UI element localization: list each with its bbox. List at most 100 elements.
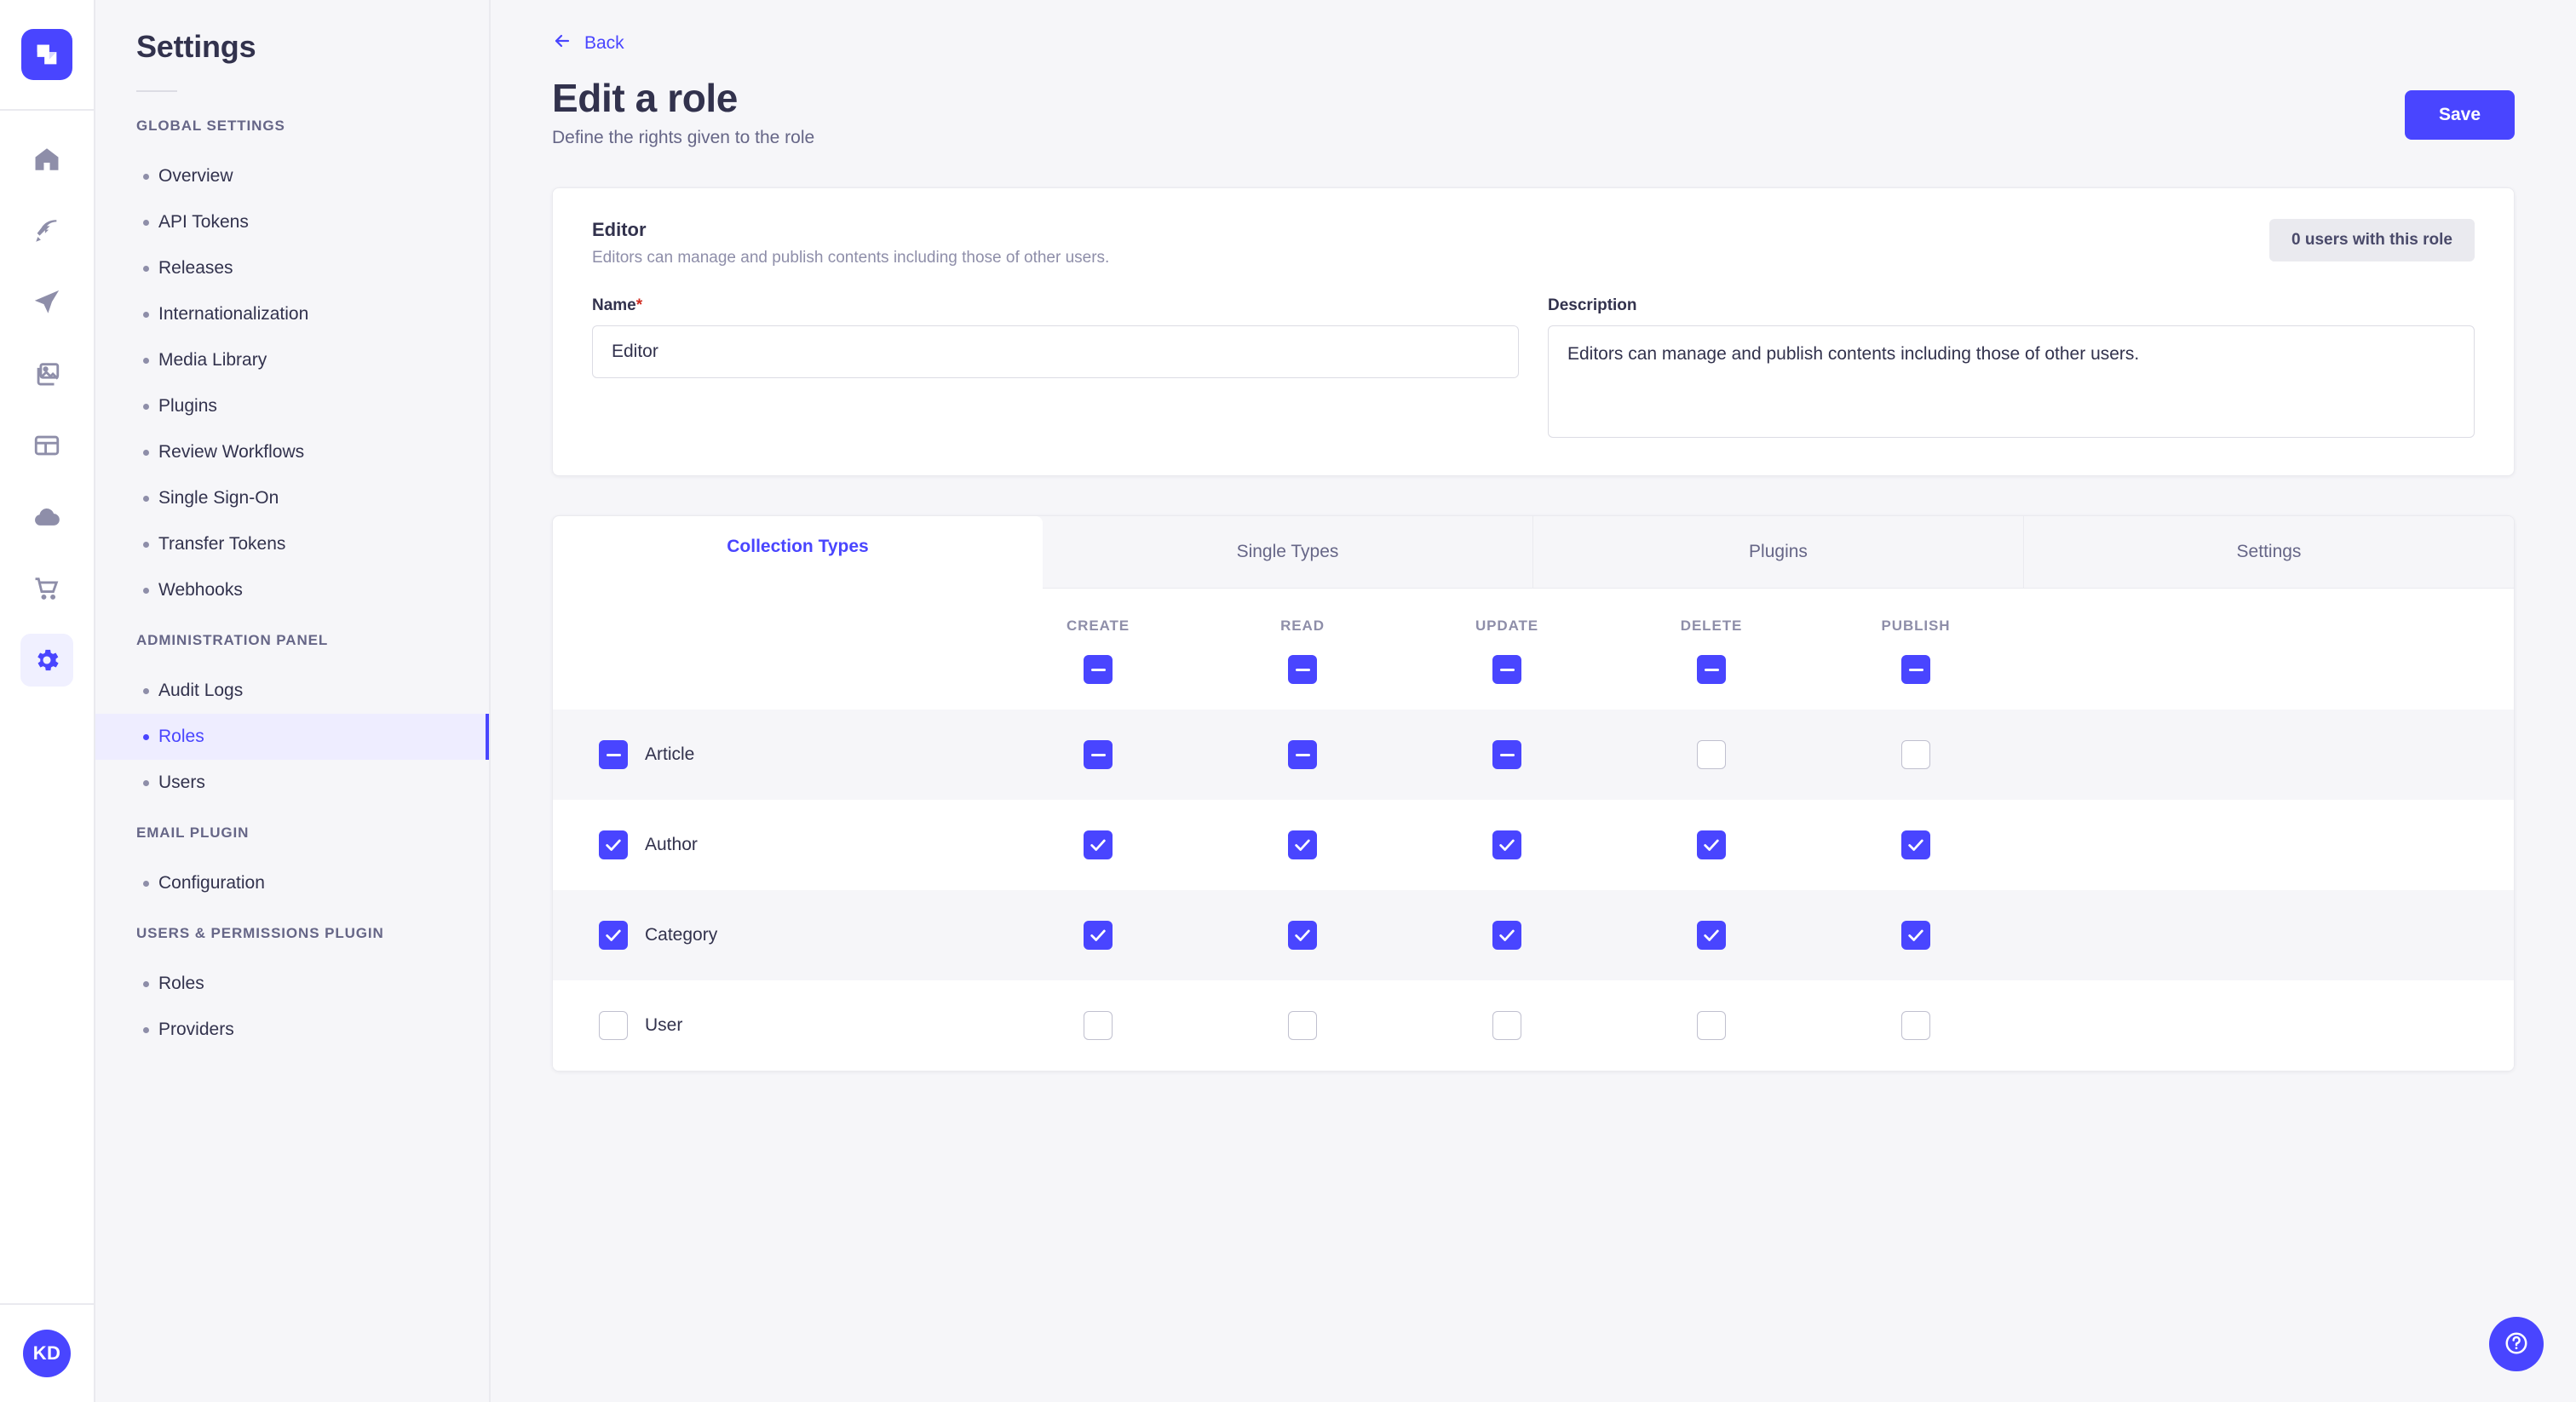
page-title: Edit a role (552, 76, 738, 120)
sidebar-item-plugins[interactable]: Plugins (95, 383, 489, 429)
checkbox-article-update[interactable] (1492, 740, 1521, 770)
cell-article-publish (1814, 740, 2018, 770)
tab-collection-types[interactable]: Collection Types (553, 516, 1043, 589)
question-circle-icon (2504, 1330, 2529, 1359)
cell-category-create (996, 921, 1200, 951)
paper-plane-icon (32, 288, 61, 317)
checkbox-author-create[interactable] (1084, 830, 1113, 860)
rail-item-media-library[interactable] (20, 348, 73, 400)
strapi-logo-icon[interactable] (21, 29, 72, 80)
check-icon (1908, 839, 1923, 852)
checkbox-row-category[interactable] (599, 921, 628, 951)
sidebar-item-single-sign-on[interactable]: Single Sign-On (95, 475, 489, 521)
checkbox-author-delete[interactable] (1697, 830, 1726, 860)
checkbox-category-publish[interactable] (1901, 921, 1930, 951)
sidebar-item-transfer-tokens[interactable]: Transfer Tokens (95, 521, 489, 567)
sidebar-item-media-library[interactable]: Media Library (95, 337, 489, 383)
sidebar-item-configuration[interactable]: Configuration (95, 860, 489, 906)
logo-area (0, 0, 94, 111)
check-icon (1499, 839, 1515, 852)
rail-item-cloud[interactable] (20, 491, 73, 543)
dash-icon (1499, 753, 1515, 756)
checkbox-row-article[interactable] (599, 740, 628, 770)
checkbox-category-read[interactable] (1288, 921, 1317, 951)
checkbox-article-create[interactable] (1084, 740, 1113, 770)
row-label: Author (645, 835, 698, 855)
checkbox-author-publish[interactable] (1901, 830, 1930, 860)
checkbox-user-delete[interactable] (1697, 1011, 1726, 1041)
save-button[interactable]: Save (2404, 90, 2515, 140)
sidebar-item-internationalization[interactable]: Internationalization (95, 291, 489, 337)
rail-item-content-type-builder[interactable] (20, 276, 73, 329)
cloud-icon (32, 503, 61, 531)
checkbox-row-author[interactable] (599, 830, 628, 860)
tab-settings[interactable]: Settings (2024, 516, 2514, 589)
tab-plugins[interactable]: Plugins (1533, 516, 2024, 589)
main-icon-rail: KD (0, 0, 95, 1402)
table-row: Author (553, 800, 2514, 891)
checkbox-user-publish[interactable] (1901, 1011, 1930, 1041)
sidebar-item-webhooks[interactable]: Webhooks (95, 567, 489, 613)
rail-item-settings[interactable] (20, 634, 73, 687)
dash-icon (1090, 668, 1106, 671)
rail-item-content-manager[interactable] (20, 204, 73, 257)
sidebar-item-users[interactable]: Users (95, 760, 489, 806)
permission-header-row: CREATE READ UPDATE DELETE (553, 589, 2514, 710)
checkbox-user-create[interactable] (1084, 1011, 1113, 1041)
checkbox-header-read[interactable] (1288, 655, 1317, 685)
description-textarea[interactable] (1548, 325, 2475, 439)
tab-single-types[interactable]: Single Types (1043, 516, 1533, 589)
sidebar-item-api-tokens[interactable]: API Tokens (95, 199, 489, 245)
checkbox-article-read[interactable] (1288, 740, 1317, 770)
sidebar-item-providers[interactable]: Providers (95, 1007, 489, 1053)
checkbox-category-create[interactable] (1084, 921, 1113, 951)
bullet-icon (143, 880, 149, 887)
checkbox-article-publish[interactable] (1901, 740, 1930, 770)
table-row: Article (553, 710, 2514, 801)
header-col-delete: DELETE (1609, 618, 1814, 685)
column-header-label: CREATE (1066, 618, 1130, 635)
bullet-icon (143, 687, 149, 694)
sidebar-item-releases[interactable]: Releases (95, 245, 489, 291)
bullet-icon (143, 449, 149, 456)
header-col-create: CREATE (996, 618, 1200, 685)
description-field-label: Description (1548, 296, 1637, 315)
checkbox-category-delete[interactable] (1697, 921, 1726, 951)
rail-item-home[interactable] (20, 133, 73, 186)
rail-nav-list (20, 133, 73, 687)
sidebar-item-label: Audit Logs (158, 681, 244, 700)
back-link[interactable]: Back (552, 31, 624, 56)
sidebar-item-up-roles[interactable]: Roles (95, 961, 489, 1007)
checkbox-header-delete[interactable] (1697, 655, 1726, 685)
checkbox-header-update[interactable] (1492, 655, 1521, 685)
section-list: Overview API Tokens Releases Internation… (95, 153, 489, 613)
sidebar-item-overview[interactable]: Overview (95, 153, 489, 199)
checkbox-header-publish[interactable] (1901, 655, 1930, 685)
name-field-group: Name* (592, 296, 1519, 438)
checkbox-category-update[interactable] (1492, 921, 1521, 951)
cell-user-create (996, 1011, 1200, 1041)
checkbox-row-user[interactable] (599, 1011, 628, 1041)
sidebar-item-audit-logs[interactable]: Audit Logs (95, 668, 489, 714)
dash-icon (1295, 668, 1310, 671)
rail-item-marketplace[interactable] (20, 562, 73, 615)
checkbox-header-create[interactable] (1084, 655, 1113, 685)
checkbox-article-delete[interactable] (1697, 740, 1726, 770)
rail-item-documentation[interactable] (20, 419, 73, 472)
bullet-icon (143, 587, 149, 594)
checkbox-user-read[interactable] (1288, 1011, 1317, 1041)
sidebar-item-review-workflows[interactable]: Review Workflows (95, 429, 489, 475)
name-input[interactable] (592, 325, 1519, 379)
avatar[interactable]: KD (23, 1330, 71, 1377)
cell-article-delete (1609, 740, 1814, 770)
check-icon (1704, 839, 1719, 852)
header-col-read: READ (1200, 618, 1405, 685)
sidebar-item-roles[interactable]: Roles (95, 714, 489, 760)
name-field-label: Name* (592, 296, 1519, 315)
checkbox-author-update[interactable] (1492, 830, 1521, 860)
dash-icon (1908, 668, 1923, 671)
checkbox-author-read[interactable] (1288, 830, 1317, 860)
help-button[interactable] (2489, 1317, 2544, 1371)
check-icon (1908, 929, 1923, 942)
checkbox-user-update[interactable] (1492, 1011, 1521, 1041)
